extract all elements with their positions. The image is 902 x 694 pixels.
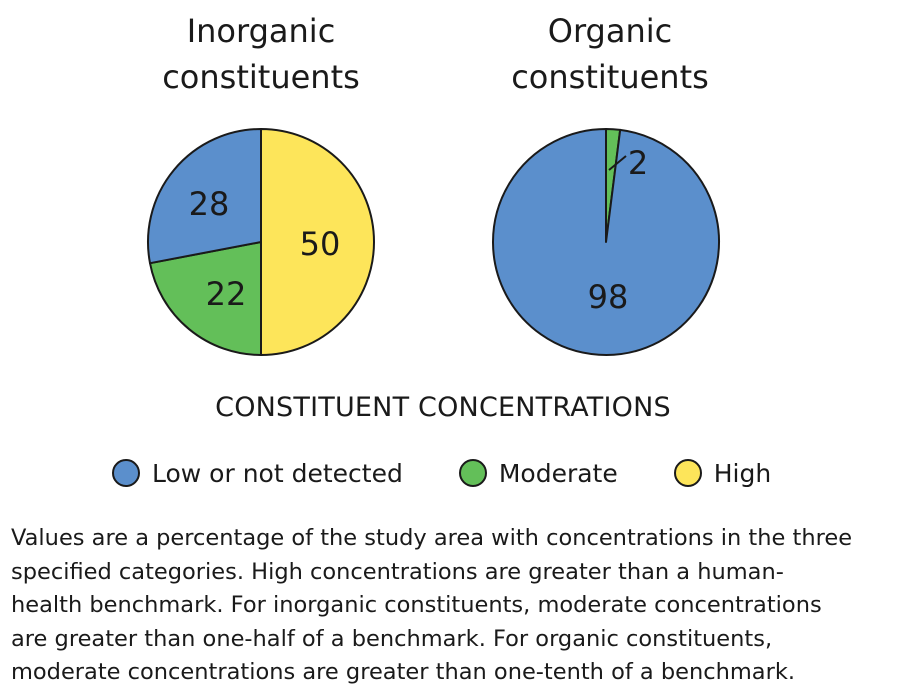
legend-swatch-low — [112, 459, 140, 487]
inorganic-title-line-1: Inorganic — [186, 12, 336, 50]
inorganic-slice-low-or-not-detected — [147, 128, 262, 265]
legend-item-moderate: Moderate — [458, 458, 618, 488]
organic-title-line-1: Organic — [547, 12, 673, 50]
pie-charts: 50 22 28 2 98 — [147, 128, 720, 356]
organic-moderate-leader-line — [608, 155, 627, 171]
explanatory-note: Values are a percentage of the study are… — [11, 522, 891, 690]
legend-label-high: High — [713, 458, 772, 488]
note-line: moderate concentrations are greater than… — [11, 659, 796, 685]
legend-swatch-moderate — [458, 459, 487, 487]
organic-slice-low-or-not-detected — [492, 128, 720, 356]
inorganic-title-line-2: constituents — [162, 58, 360, 96]
legend-label-low: Low or not detected — [152, 458, 403, 488]
note-line: specified categories. High concentration… — [11, 558, 784, 585]
note-line: are greater than one-half of a benchmark… — [11, 625, 773, 652]
legend-label-moderate: Moderate — [498, 458, 618, 488]
organic-title-line-2: constituents — [511, 58, 709, 96]
legend: Low or not detected Moderate High — [112, 455, 827, 491]
inorganic-slice-moderate — [149, 241, 262, 356]
note-line: Values are a percentage of the study are… — [11, 525, 853, 551]
legend-swatch-high — [673, 459, 702, 487]
inorganic-slice-label-moderate: 22 — [206, 275, 247, 313]
legend-item-low: Low or not detected — [112, 459, 403, 488]
organic-slice-label-moderate: 2 — [628, 144, 648, 182]
inorganic-slice-label-high: 50 — [300, 225, 341, 263]
inorganic-slice-high — [260, 128, 375, 356]
inorganic-chart-title: Inorganic constituents — [111, 8, 411, 100]
legend-heading: CONSTITUENT CONCENTRATIONS — [215, 392, 671, 423]
legend-item-high: High — [673, 458, 772, 488]
organic-chart-title: Organic constituents — [460, 8, 760, 100]
inorganic-slice-label-low-or-not-detected: 28 — [189, 185, 230, 223]
note-line: health benchmark. For inorganic constitu… — [11, 592, 822, 618]
organic-slice-label-low-or-not-detected: 98 — [588, 278, 629, 316]
